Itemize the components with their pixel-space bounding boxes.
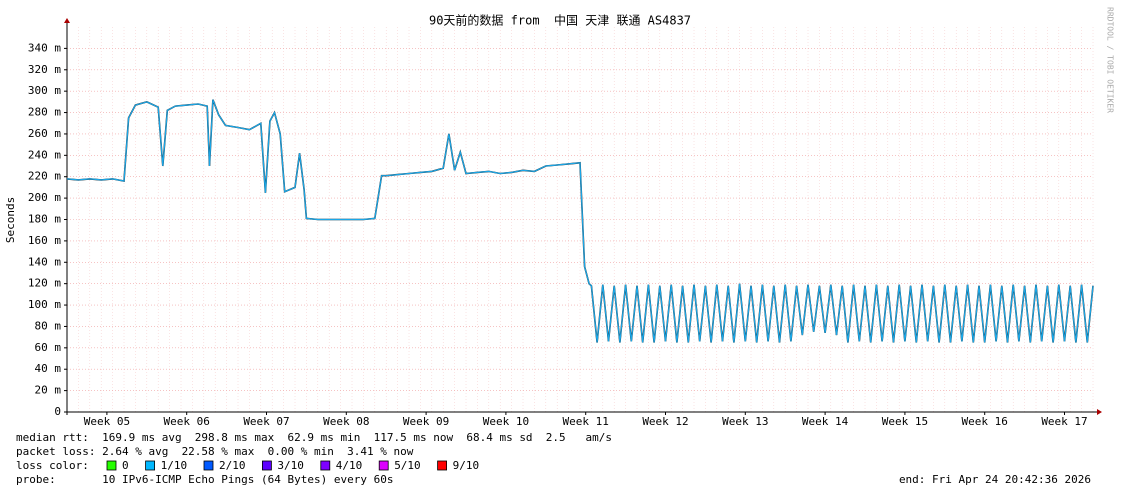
legend-swatch [320,460,331,471]
x-tick-label: Week 16 [962,415,1008,428]
y-axis-label: Seconds [4,197,17,243]
x-tick-label: Week 09 [403,415,449,428]
axis-arrow [1097,409,1102,415]
end-time: end: Fri Apr 24 20:42:36 2026 [899,473,1091,486]
y-tick-label: 220 m [28,170,61,183]
legend-swatch [106,460,117,471]
stats-line: packet loss: 2.64 % avg 22.58 % max 0.00… [16,445,414,458]
legend-label: 3/10 [277,459,304,472]
series-line [66,99,1094,343]
y-tick-label: 300 m [28,84,61,97]
legend-label: 5/10 [394,459,421,472]
x-tick-label: Week 11 [563,415,609,428]
y-tick-label: 20 m [35,384,62,397]
loss-title: loss color: [16,459,89,472]
x-tick-label: Week 08 [323,415,369,428]
y-tick-label: 200 m [28,191,61,204]
legend-label: 9/10 [453,459,480,472]
y-tick-label: 0 [54,405,61,418]
x-tick-label: Week 14 [802,415,849,428]
y-tick-label: 80 m [35,319,62,332]
x-tick-label: Week 13 [722,415,768,428]
y-tick-label: 320 m [28,63,61,76]
x-tick-label: Week 17 [1041,415,1087,428]
legend-swatch [378,460,389,471]
probe-info: probe: 10 IPv6-ICMP Echo Pings (64 Bytes… [16,473,394,486]
y-tick-label: 260 m [28,127,61,140]
x-tick-label: Week 06 [164,415,210,428]
y-tick-label: 160 m [28,234,61,247]
watermark: RRDTOOL / TOBI OETIKER [1106,7,1115,113]
chart-title: 90天前的数据 from 中国 天津 联通 AS4837 [429,13,691,28]
legend-label: 0 [122,459,129,472]
y-tick-label: 340 m [28,41,61,54]
legend-label: 2/10 [219,459,246,472]
y-tick-label: 120 m [28,277,61,290]
axis-arrow [64,18,70,23]
x-tick-label: Week 15 [882,415,928,428]
y-tick-label: 140 m [28,255,61,268]
x-tick-label: Week 10 [483,415,529,428]
y-tick-label: 280 m [28,106,61,119]
x-tick-label: Week 05 [84,415,130,428]
legend-swatch [261,460,272,471]
legend-label: 1/10 [161,459,188,472]
legend-swatch [145,460,156,471]
legend-label: 4/10 [336,459,363,472]
x-tick-label: Week 07 [243,415,289,428]
legend-swatch [203,460,214,471]
x-tick-label: Week 12 [642,415,688,428]
legend-swatch [437,460,448,471]
y-tick-label: 60 m [35,341,62,354]
stats-line: median rtt: 169.9 ms avg 298.8 ms max 62… [16,431,612,444]
y-tick-label: 180 m [28,213,61,226]
y-tick-label: 240 m [28,148,61,161]
y-tick-label: 100 m [28,298,61,311]
y-tick-label: 40 m [35,362,62,375]
